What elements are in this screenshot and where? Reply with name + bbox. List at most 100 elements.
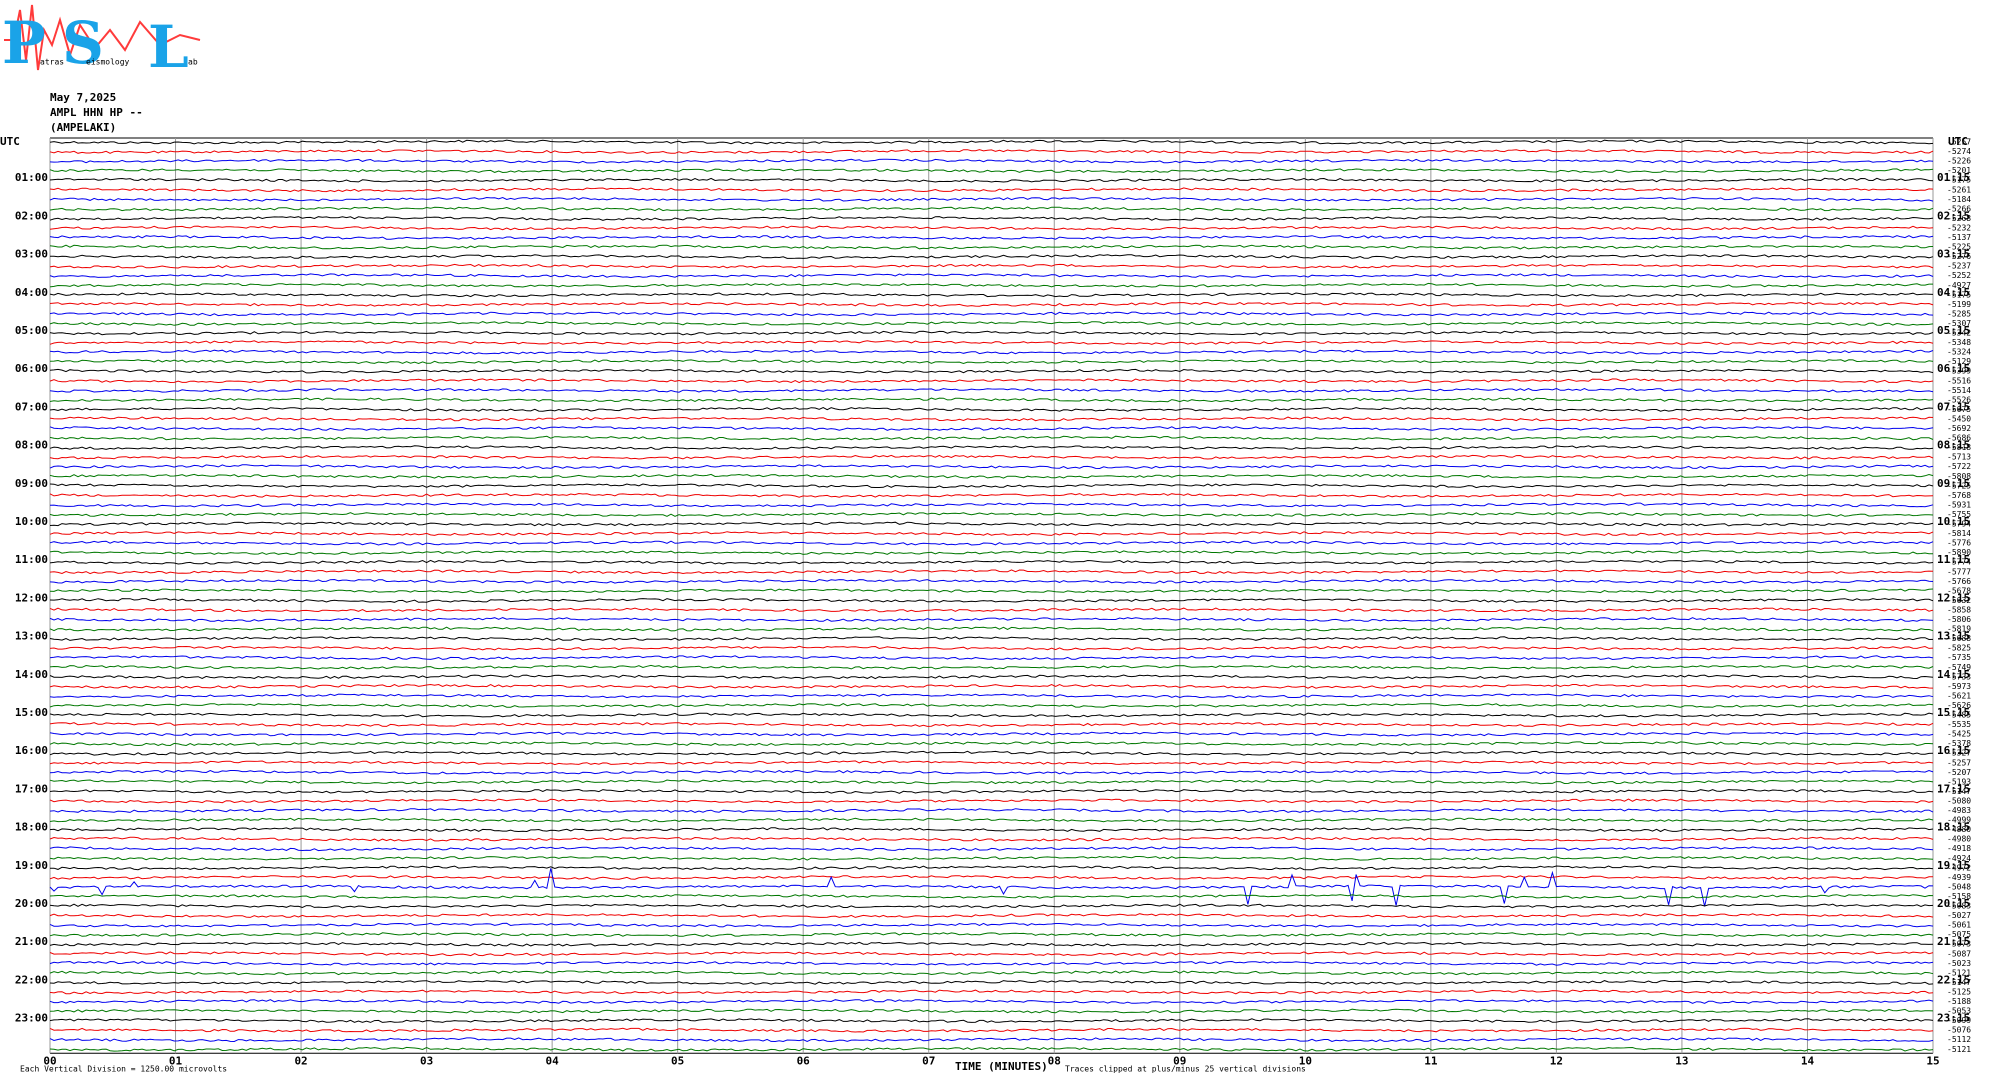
x-tick-label: 01 bbox=[169, 1054, 183, 1067]
trace bbox=[49, 979, 1934, 985]
row-offset: -5774 bbox=[1947, 558, 1971, 567]
hour-label: 08:00 bbox=[15, 439, 48, 452]
hour-label: 03:15 bbox=[1937, 248, 1970, 261]
hour-label: 10:00 bbox=[15, 515, 48, 528]
trace bbox=[49, 578, 1934, 584]
date: May 7,2025 bbox=[50, 91, 116, 104]
clip-note: Traces clipped at plus/minus 25 vertical… bbox=[1065, 1065, 1306, 1074]
x-tick-label: 12 bbox=[1550, 1054, 1563, 1067]
row-offset: -5818 bbox=[1947, 443, 1971, 452]
trace bbox=[49, 693, 1934, 699]
trace bbox=[49, 225, 1934, 231]
row-offset: -5692 bbox=[1947, 424, 1971, 433]
trace bbox=[49, 1046, 1934, 1052]
trace bbox=[49, 349, 1934, 355]
trace bbox=[49, 1037, 1934, 1043]
row-offset: -5237 bbox=[1947, 262, 1971, 271]
row-offset: -5733 bbox=[1947, 672, 1971, 681]
row-offset: -5276 bbox=[1947, 252, 1971, 261]
row-offset: -5125 bbox=[1947, 987, 1971, 996]
row-offset: -5158 bbox=[1947, 892, 1971, 901]
row-offset: -5080 bbox=[1947, 796, 1971, 805]
x-tick-label: 13 bbox=[1675, 1054, 1688, 1067]
row-offset: -5232 bbox=[1947, 223, 1971, 232]
trace bbox=[49, 244, 1934, 250]
trace bbox=[49, 636, 1934, 642]
hour-label: 05:15 bbox=[1937, 324, 1970, 337]
hour-label: 19:00 bbox=[15, 859, 48, 872]
hour-label: 04:00 bbox=[15, 286, 48, 299]
row-offset: -5137 bbox=[1947, 233, 1971, 242]
trace bbox=[49, 588, 1934, 594]
trace bbox=[49, 855, 1934, 861]
hour-label: 05:00 bbox=[15, 324, 48, 337]
trace bbox=[49, 941, 1934, 947]
row-offset: -5285 bbox=[1947, 309, 1971, 318]
row-offset: -5266 bbox=[1947, 204, 1971, 213]
trace bbox=[49, 531, 1934, 536]
trace bbox=[49, 569, 1934, 575]
trace bbox=[49, 187, 1934, 193]
row-offset: -5226 bbox=[1947, 157, 1971, 166]
trace bbox=[49, 521, 1934, 527]
trace bbox=[49, 330, 1934, 336]
hour-label: 13:00 bbox=[15, 630, 48, 643]
row-offset: -4980 bbox=[1947, 835, 1971, 844]
row-offset: -5725 bbox=[1947, 481, 1971, 490]
row-offset: -5207 bbox=[1947, 768, 1971, 777]
trace bbox=[49, 712, 1934, 718]
trace bbox=[49, 664, 1934, 670]
trace bbox=[49, 216, 1934, 221]
trace bbox=[49, 177, 1934, 183]
hour-label: 01:00 bbox=[15, 171, 48, 184]
trace bbox=[49, 292, 1934, 298]
hour-label: 23:00 bbox=[15, 1012, 48, 1025]
row-offset: -4939 bbox=[1947, 873, 1971, 882]
trace bbox=[49, 502, 1934, 508]
hour-label: 15:15 bbox=[1937, 706, 1970, 719]
hour-label: 04:15 bbox=[1937, 286, 1970, 299]
row-offset: -5755 bbox=[1947, 510, 1971, 519]
x-tick-label: 04 bbox=[546, 1054, 560, 1067]
hour-label: 08:15 bbox=[1937, 439, 1970, 452]
row-offset: -5083 bbox=[1947, 902, 1971, 911]
row-offset: -5516 bbox=[1947, 376, 1971, 385]
hour-label: 22:15 bbox=[1937, 973, 1970, 986]
logo-wave bbox=[4, 4, 201, 71]
row-offset: -5087 bbox=[1947, 949, 1971, 958]
row-offset: -5188 bbox=[1947, 997, 1971, 1006]
row-offset: -4924 bbox=[1947, 854, 1971, 863]
trace bbox=[49, 301, 1934, 307]
trace bbox=[49, 894, 1934, 899]
trace bbox=[49, 874, 1934, 880]
trace bbox=[49, 454, 1934, 460]
trace bbox=[49, 168, 1934, 174]
hour-label: 20:00 bbox=[15, 897, 48, 910]
hour-label: 07:00 bbox=[15, 400, 48, 413]
row-offset: -5621 bbox=[1947, 691, 1971, 700]
hour-label: 12:00 bbox=[15, 591, 48, 604]
trace bbox=[49, 445, 1934, 450]
trace bbox=[49, 397, 1934, 403]
row-offset: -5257 bbox=[1947, 758, 1971, 767]
trace bbox=[49, 683, 1934, 689]
hour-label: 11:00 bbox=[15, 553, 48, 566]
row-offset: -5399 bbox=[1947, 367, 1971, 376]
trace bbox=[49, 932, 1934, 938]
hour-label: 06:15 bbox=[1937, 362, 1970, 375]
left-utc: UTC bbox=[0, 135, 20, 148]
logo-text: eismology bbox=[86, 58, 130, 67]
trace bbox=[49, 359, 1934, 365]
x-tick-label: 09 bbox=[1173, 1054, 1186, 1067]
trace bbox=[49, 1018, 1934, 1023]
row-offset: -5342 bbox=[1947, 329, 1971, 338]
trace bbox=[49, 321, 1934, 326]
row-offset: -5147 bbox=[1947, 978, 1971, 987]
trace bbox=[49, 769, 1934, 775]
row-offset: -4983 bbox=[1947, 806, 1971, 815]
trace bbox=[49, 1008, 1934, 1014]
row-offset: -5112 bbox=[1947, 1035, 1971, 1044]
hour-label: 18:00 bbox=[15, 821, 48, 834]
row-offset: -5324 bbox=[1947, 348, 1971, 357]
